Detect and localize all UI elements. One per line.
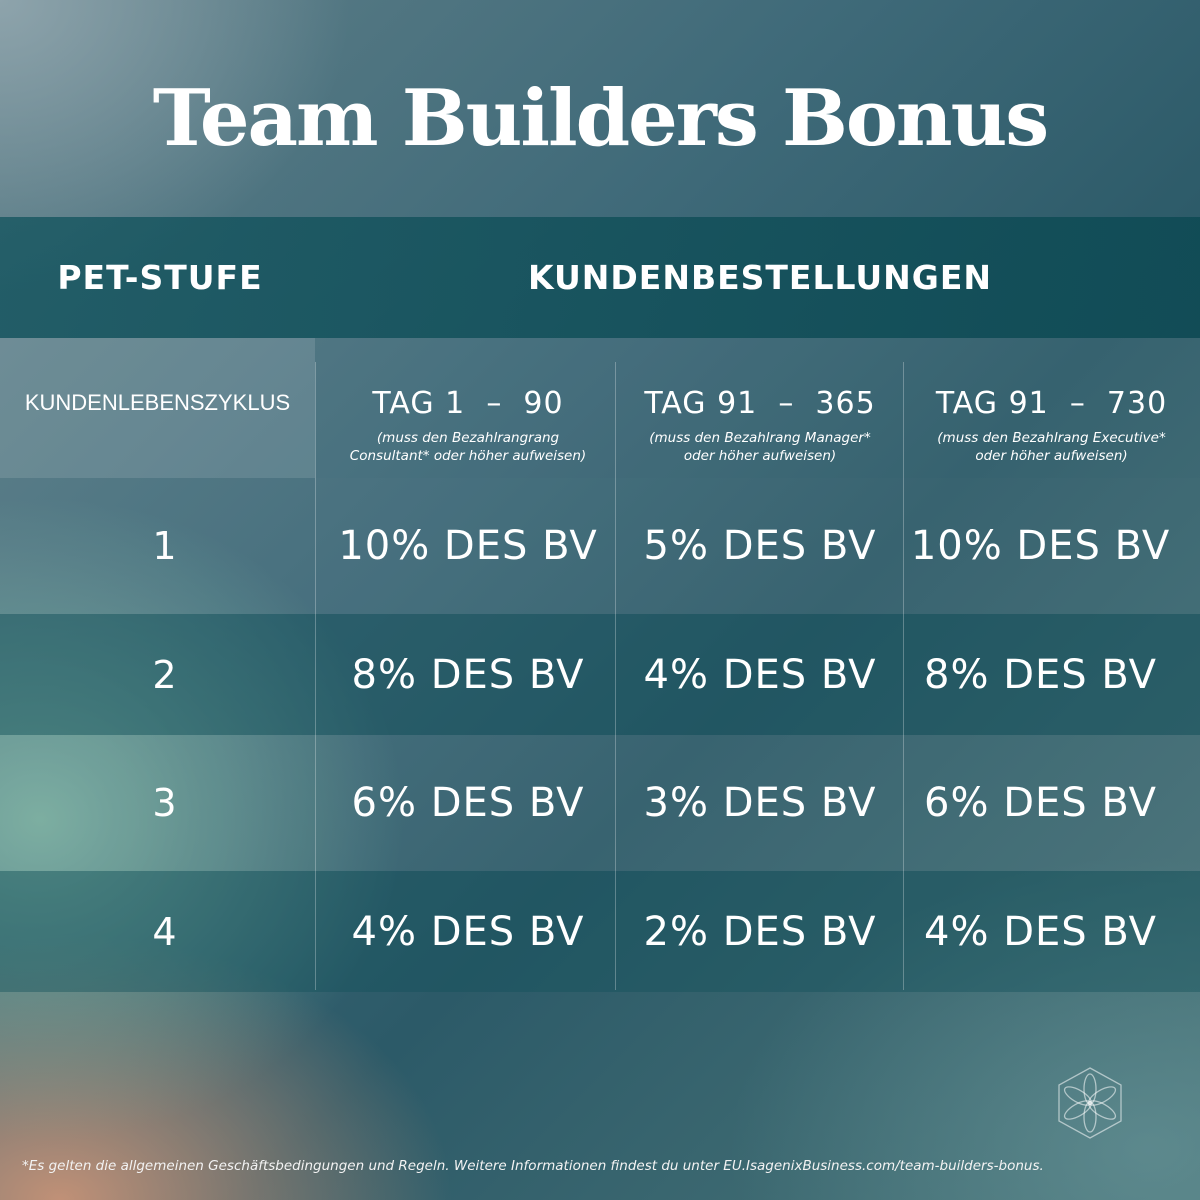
column-header-tag-91-365: TAG 91 – 365 (muss den Bezahlrang Manage… [616, 338, 904, 478]
value-cell: 6% DES BV [351, 780, 585, 826]
lebenszyklus-label: KUNDENLEBENSZYKLUS [24, 390, 291, 415]
value-cell: 4% DES BV [924, 908, 1157, 955]
column-note: (muss den Bezahlrang Manager* oder höher… [616, 429, 904, 465]
column-divider [315, 362, 316, 990]
column-divider [903, 362, 904, 990]
column-header-tag-1-90: TAG 1 – 90 (muss den Bezahlrangrang Cons… [318, 338, 618, 478]
page-title: Team Builders Bonus [152, 73, 1049, 164]
table-row: 4 4% DES BV 2% DES BV 4% DES BV [0, 871, 1200, 992]
value-cell: 10% DES BV [910, 523, 1171, 569]
column-tag-label: TAG 1 – 90 [372, 386, 564, 421]
column-note-line1: (muss den Bezahlrangrang [376, 430, 560, 446]
level-cell: 2 [152, 652, 178, 697]
level-cell: 4 [152, 909, 178, 954]
lebenszyklus-cell: KUNDENLEBENSZYKLUS [0, 338, 315, 478]
value-cell: 2% DES BV [643, 908, 877, 955]
value-cell: 8% DES BV [924, 651, 1157, 698]
column-note-line2: oder höher aufweisen) [975, 448, 1128, 465]
column-note-line1: (muss den Bezahlrang Manager* [649, 430, 871, 446]
value-cell: 4% DES BV [643, 651, 877, 698]
column-header-tag-91-730: TAG 91 – 730 (muss den Bezahlrang Execut… [903, 338, 1200, 478]
column-note-line1: (muss den Bezahlrang Executive* [937, 430, 1166, 446]
flower-of-life-icon [1058, 1067, 1122, 1139]
value-cell: 3% DES BV [643, 780, 877, 826]
column-divider [615, 362, 616, 990]
level-cell: 3 [152, 781, 178, 825]
table-row: 2 8% DES BV 4% DES BV 8% DES BV [0, 614, 1200, 735]
pet-stufe-header: PET-STUFE [57, 258, 263, 297]
value-cell: 6% DES BV [924, 780, 1157, 826]
table-row: 3 6% DES BV 3% DES BV 6% DES BV [0, 735, 1200, 871]
column-note-line2: Consultant* oder höher aufweisen) [349, 448, 587, 465]
table-header: PET-STUFE KUNDENBESTELLUNGEN [0, 217, 1200, 338]
kundenbestellungen-header: KUNDENBESTELLUNGEN [527, 258, 992, 297]
value-cell: 10% DES BV [338, 523, 598, 569]
column-note-line2: oder höher aufweisen) [683, 448, 837, 465]
footnote: *Es gelten die allgemeinen Geschäftsbedi… [22, 1158, 1044, 1174]
column-tag-label: TAG 91 – 365 [644, 386, 876, 421]
table-subheader: KUNDENLEBENSZYKLUS TAG 1 – 90 (muss den … [0, 338, 1200, 478]
value-cell: 5% DES BV [643, 523, 877, 569]
column-note: (muss den Bezahlrang Executive* oder höh… [903, 429, 1200, 465]
column-note: (muss den Bezahlrangrang Consultant* ode… [318, 429, 618, 465]
value-cell: 8% DES BV [351, 651, 585, 698]
column-tag-label: TAG 91 – 730 [935, 386, 1168, 421]
value-cell: 4% DES BV [351, 908, 585, 955]
level-cell: 1 [152, 524, 178, 568]
table-row: 1 10% DES BV 5% DES BV 10% DES BV [0, 478, 1200, 614]
